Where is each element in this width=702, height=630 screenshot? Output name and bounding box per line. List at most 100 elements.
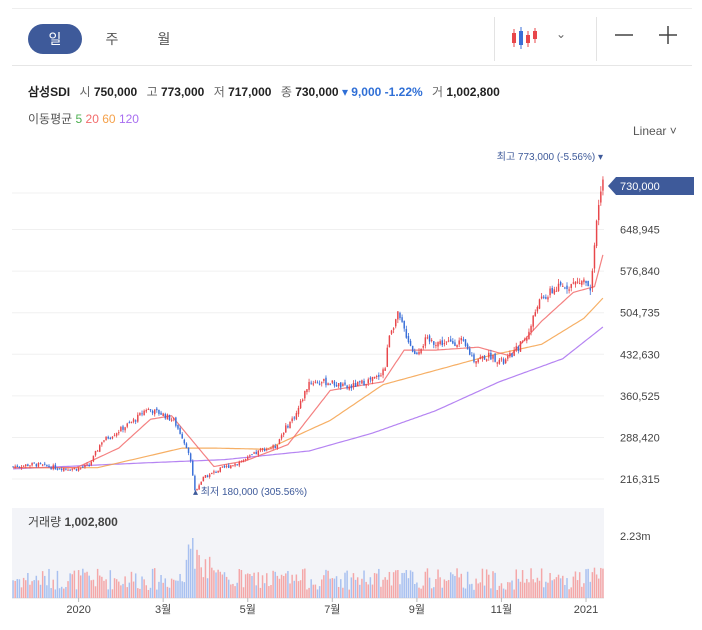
high-label: 고 <box>146 85 158 99</box>
volume-bar <box>189 548 192 598</box>
candle <box>236 464 238 466</box>
volume-bar <box>312 584 315 598</box>
volume-bar <box>276 575 279 598</box>
volume-bar <box>384 577 386 598</box>
volume-bar <box>354 579 357 598</box>
candle <box>282 432 285 435</box>
volume-bar <box>333 578 336 598</box>
volume-bar <box>464 588 467 598</box>
ma5-label[interactable]: 5 <box>75 112 83 126</box>
volume-bar <box>568 589 570 598</box>
candle <box>111 436 114 439</box>
volume-bar <box>31 581 33 598</box>
volume-bar <box>316 589 319 598</box>
volume-bar <box>223 572 226 598</box>
volume-bar <box>22 577 25 598</box>
volume-bar <box>196 549 198 598</box>
volume-bar <box>221 574 224 598</box>
candle <box>244 459 247 461</box>
candle <box>458 340 460 345</box>
volume-bar <box>342 587 344 598</box>
stock-summary: 삼성SDI 시 750,000 고 773,000 저 717,000 종 73… <box>28 83 500 100</box>
volume-bar <box>517 578 520 598</box>
volume-bar <box>566 578 568 598</box>
candle <box>219 467 221 472</box>
volume-bar <box>430 588 433 598</box>
volume-bar <box>350 577 353 598</box>
candle <box>115 433 118 436</box>
zoom-in-icon[interactable] <box>656 23 680 47</box>
ma20-label[interactable]: 20 <box>85 112 99 126</box>
candle <box>547 297 549 300</box>
volume-bar <box>471 583 473 598</box>
volume-bar <box>534 582 537 598</box>
candle <box>367 379 369 384</box>
change-value: ▾ 9,000 -1.22% <box>341 85 423 99</box>
candle <box>120 427 122 432</box>
volume-bar <box>160 575 162 598</box>
volume-bar <box>111 589 114 598</box>
candle <box>445 341 448 343</box>
volume-bar <box>500 583 503 598</box>
candle <box>263 448 266 452</box>
candle <box>390 330 393 334</box>
candle <box>118 432 120 434</box>
volume-bar <box>120 585 122 598</box>
candle <box>147 409 150 411</box>
low-value: 717,000 <box>228 85 272 99</box>
period-tab-day[interactable]: 일 <box>28 24 82 54</box>
candle <box>156 408 158 411</box>
period-tab-month[interactable]: 월 <box>157 31 171 47</box>
candle <box>208 474 211 477</box>
volume-bar <box>373 573 376 598</box>
volume-bar <box>65 586 67 598</box>
volume-bar <box>274 571 276 598</box>
volume-bar <box>27 572 29 598</box>
stock-name: 삼성SDI <box>28 85 71 99</box>
candle <box>27 464 29 467</box>
candle <box>382 369 384 376</box>
candle <box>464 339 467 346</box>
volume-bar <box>551 580 553 598</box>
candle <box>105 436 107 441</box>
candle <box>517 346 520 351</box>
candle <box>270 448 272 450</box>
candle <box>574 281 577 285</box>
volume-bar <box>244 574 247 598</box>
volume-bar <box>60 586 63 598</box>
volume-bar <box>232 583 234 598</box>
candle <box>409 340 412 346</box>
volume-bar <box>536 577 539 598</box>
chevron-down-icon[interactable]: ⌄ <box>556 27 567 41</box>
candle <box>75 469 78 471</box>
candle <box>585 280 587 284</box>
period-tab-week[interactable]: 주 <box>105 31 119 47</box>
volume-bar <box>242 587 245 598</box>
candlestick-chart-icon[interactable] <box>510 25 540 51</box>
candle <box>293 417 295 419</box>
volume-bar <box>192 538 194 598</box>
candle <box>149 409 152 411</box>
x-tick-label: 2020 <box>66 604 90 616</box>
candle <box>44 463 46 465</box>
volume-bar <box>559 578 562 598</box>
volume-bar <box>392 572 395 598</box>
volume-bar <box>473 589 475 598</box>
volume-bar <box>139 588 141 598</box>
candle <box>247 456 249 460</box>
volume-bar <box>251 575 253 598</box>
ma120-label[interactable]: 120 <box>118 112 139 126</box>
candle <box>513 349 515 356</box>
candle <box>132 419 135 422</box>
volume-bar <box>175 580 177 598</box>
ma60-label[interactable]: 60 <box>102 112 116 126</box>
candle <box>564 287 566 289</box>
candle <box>162 413 164 417</box>
scale-selector[interactable]: Linear ˅ <box>633 124 677 138</box>
candle <box>361 380 363 384</box>
candle <box>344 382 346 385</box>
zoom-out-icon[interactable] <box>612 23 636 47</box>
ma-label: 이동평균 <box>28 112 73 126</box>
candle <box>187 447 190 453</box>
